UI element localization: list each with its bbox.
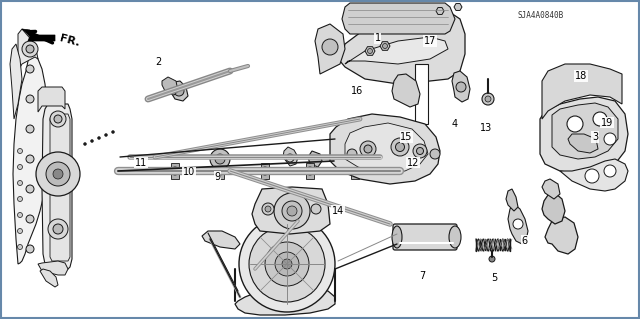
- Text: 4: 4: [451, 119, 458, 130]
- Text: 15: 15: [400, 132, 413, 142]
- Circle shape: [322, 39, 338, 55]
- Polygon shape: [38, 87, 65, 112]
- Polygon shape: [560, 159, 628, 191]
- Polygon shape: [162, 77, 178, 95]
- Circle shape: [593, 112, 607, 126]
- Circle shape: [396, 143, 404, 152]
- Polygon shape: [452, 71, 470, 102]
- Text: 11: 11: [134, 158, 147, 168]
- Text: 16: 16: [351, 86, 364, 96]
- Polygon shape: [542, 179, 560, 199]
- Circle shape: [585, 84, 595, 94]
- Circle shape: [274, 193, 310, 229]
- Text: 2: 2: [156, 57, 162, 67]
- Circle shape: [391, 138, 409, 156]
- Circle shape: [261, 167, 269, 175]
- Circle shape: [604, 165, 616, 177]
- Circle shape: [17, 212, 22, 218]
- Circle shape: [360, 141, 376, 157]
- Circle shape: [26, 185, 34, 193]
- Polygon shape: [392, 74, 420, 107]
- Circle shape: [22, 41, 38, 57]
- Text: 3: 3: [592, 132, 598, 142]
- Polygon shape: [365, 47, 375, 55]
- Circle shape: [46, 162, 70, 186]
- Polygon shape: [50, 114, 70, 261]
- Polygon shape: [170, 81, 188, 101]
- Polygon shape: [308, 151, 322, 167]
- Text: 5: 5: [492, 272, 498, 283]
- Polygon shape: [542, 64, 622, 119]
- Circle shape: [210, 149, 230, 169]
- Circle shape: [413, 144, 427, 158]
- Circle shape: [262, 203, 274, 215]
- Circle shape: [287, 206, 297, 216]
- Polygon shape: [436, 8, 444, 14]
- Polygon shape: [235, 289, 335, 315]
- Circle shape: [97, 137, 100, 139]
- Text: 6: 6: [522, 236, 528, 246]
- Circle shape: [249, 226, 325, 302]
- Text: 7: 7: [419, 271, 426, 281]
- Circle shape: [265, 242, 309, 286]
- Circle shape: [456, 82, 466, 92]
- Circle shape: [585, 169, 599, 183]
- Text: 10: 10: [182, 167, 195, 177]
- Text: 14: 14: [332, 205, 344, 216]
- Circle shape: [588, 86, 593, 92]
- Circle shape: [111, 130, 115, 133]
- Circle shape: [17, 149, 22, 153]
- Text: 1: 1: [374, 33, 381, 43]
- Circle shape: [282, 201, 302, 221]
- Circle shape: [26, 125, 34, 133]
- Circle shape: [489, 256, 495, 262]
- Text: 17: 17: [424, 36, 436, 46]
- Circle shape: [36, 152, 80, 196]
- Polygon shape: [351, 163, 359, 179]
- Polygon shape: [38, 261, 68, 275]
- Polygon shape: [40, 269, 58, 287]
- Circle shape: [282, 259, 292, 269]
- Polygon shape: [542, 193, 565, 224]
- Polygon shape: [540, 97, 628, 174]
- Circle shape: [17, 197, 22, 202]
- Polygon shape: [330, 114, 440, 184]
- FancyBboxPatch shape: [415, 64, 428, 124]
- Circle shape: [513, 219, 523, 229]
- Polygon shape: [545, 217, 578, 254]
- Polygon shape: [506, 189, 518, 211]
- Polygon shape: [315, 24, 345, 74]
- Polygon shape: [13, 51, 48, 264]
- Circle shape: [485, 96, 491, 102]
- Polygon shape: [345, 123, 428, 173]
- Circle shape: [17, 181, 22, 186]
- Text: 19: 19: [600, 118, 613, 128]
- Polygon shape: [454, 4, 462, 11]
- Circle shape: [430, 149, 440, 159]
- Polygon shape: [552, 103, 618, 159]
- Circle shape: [275, 252, 299, 276]
- Circle shape: [26, 65, 34, 73]
- Polygon shape: [306, 163, 314, 179]
- Circle shape: [26, 215, 34, 223]
- Circle shape: [364, 145, 372, 153]
- Circle shape: [53, 169, 63, 179]
- Circle shape: [17, 165, 22, 169]
- Polygon shape: [42, 104, 72, 269]
- Circle shape: [239, 216, 335, 312]
- Circle shape: [26, 155, 34, 163]
- Circle shape: [311, 204, 321, 214]
- Polygon shape: [568, 134, 598, 153]
- Circle shape: [50, 111, 66, 127]
- Circle shape: [604, 133, 616, 145]
- Circle shape: [347, 149, 357, 159]
- Polygon shape: [216, 163, 224, 179]
- Circle shape: [104, 133, 108, 137]
- Polygon shape: [18, 29, 38, 71]
- Polygon shape: [283, 147, 298, 166]
- Circle shape: [17, 244, 22, 249]
- Polygon shape: [202, 231, 240, 249]
- Circle shape: [53, 224, 63, 234]
- Circle shape: [265, 206, 271, 212]
